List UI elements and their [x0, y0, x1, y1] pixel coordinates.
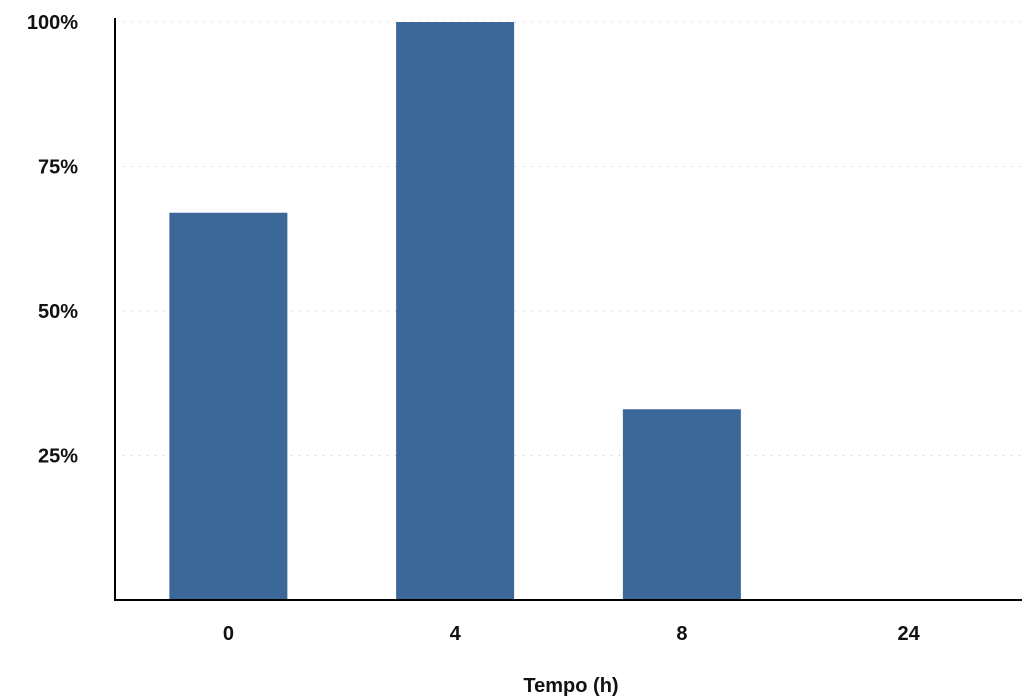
y-tick-label: 25% — [38, 446, 78, 468]
x-tick-label: 0 — [223, 623, 234, 645]
bar — [396, 22, 515, 600]
x-tick-label: 4 — [450, 623, 462, 645]
x-tick-label: 8 — [676, 623, 687, 645]
y-tick-label: 50% — [38, 301, 78, 323]
x-tick-label: 24 — [898, 623, 921, 645]
bars — [169, 22, 741, 601]
bar — [622, 409, 741, 600]
bar — [169, 212, 288, 601]
x-axis-title: Tempo (h) — [523, 675, 618, 697]
y-tick-label: 100% — [27, 12, 78, 34]
y-tick-label: 75% — [38, 157, 78, 179]
y-axis-ticks: 25% 50% 75% 100% — [27, 12, 78, 468]
x-axis-ticks: 0 4 8 24 — [223, 623, 921, 645]
